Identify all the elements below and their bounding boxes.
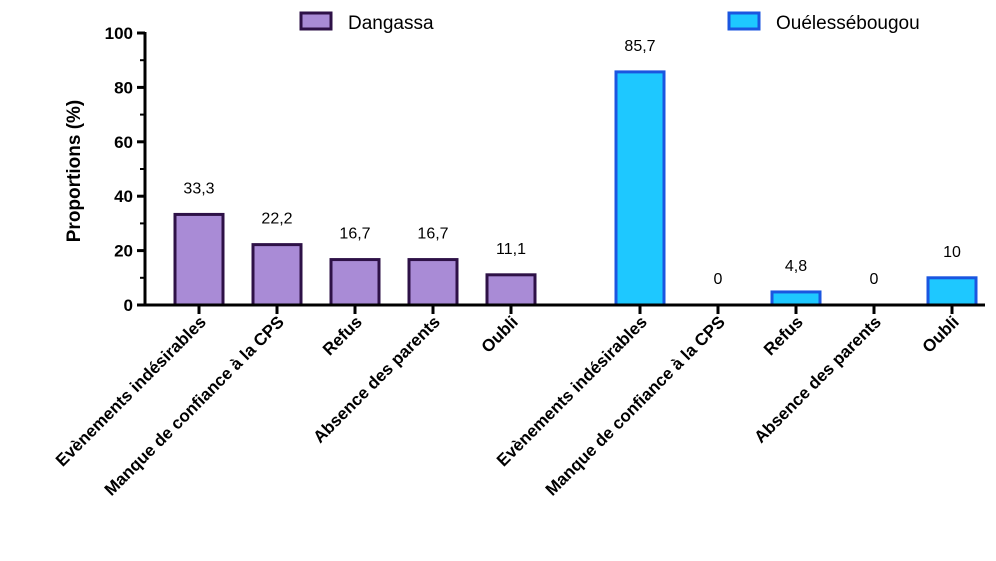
bar [173, 212, 225, 307]
bar [251, 243, 303, 307]
data-label: 11,1 [496, 241, 526, 258]
y-axis-label: Proportions (%) [64, 100, 85, 243]
y-tick-label: 20 [114, 242, 133, 261]
bar [614, 70, 666, 307]
bar [926, 276, 978, 307]
data-label: 0 [714, 271, 723, 288]
legend-item: Ouélessébougou [727, 11, 920, 34]
y-axis: 0 20 40 60 80 100 [105, 24, 147, 315]
x-tick-label: Absence des parents [750, 312, 884, 446]
data-label: 4,8 [785, 258, 807, 275]
y-tick-label: 0 [124, 296, 133, 315]
data-label: 22,2 [261, 211, 292, 228]
data-label: 16,7 [339, 226, 370, 243]
x-tick-label: Evènements indésirables [493, 312, 651, 470]
legend-swatch [299, 11, 333, 31]
bar [329, 258, 381, 307]
x-tick-label: Refus [760, 312, 807, 359]
legend: Dangassa Ouélessébougou [299, 11, 920, 34]
legend-label: Dangassa [348, 13, 434, 34]
bars: 33,3 22,2 16,7 16,7 11,1 85,7 0 4,8 0 10 [173, 38, 978, 307]
bar [485, 273, 537, 307]
x-tick-label: Oubli [919, 312, 963, 356]
y-tick-label: 60 [114, 133, 133, 152]
x-tick-label: Oubli [478, 312, 522, 356]
legend-item: Dangassa [299, 11, 434, 34]
data-label: 33,3 [183, 180, 214, 197]
data-label: 85,7 [624, 38, 655, 55]
x-tick-label: Refus [319, 312, 366, 359]
y-tick-label: 40 [114, 187, 133, 206]
y-tick-label: 100 [105, 24, 133, 43]
data-label: 0 [870, 271, 879, 288]
data-label: 10 [943, 244, 961, 261]
bar [770, 290, 822, 307]
legend-swatch [727, 11, 761, 31]
data-label: 16,7 [417, 226, 448, 243]
legend-label: Ouélessébougou [776, 13, 920, 34]
y-tick-label: 80 [114, 78, 133, 97]
x-tick-label: Absence des parents [309, 312, 443, 446]
x-tick-label: Evènements indésirables [52, 312, 210, 470]
bar [407, 258, 459, 307]
